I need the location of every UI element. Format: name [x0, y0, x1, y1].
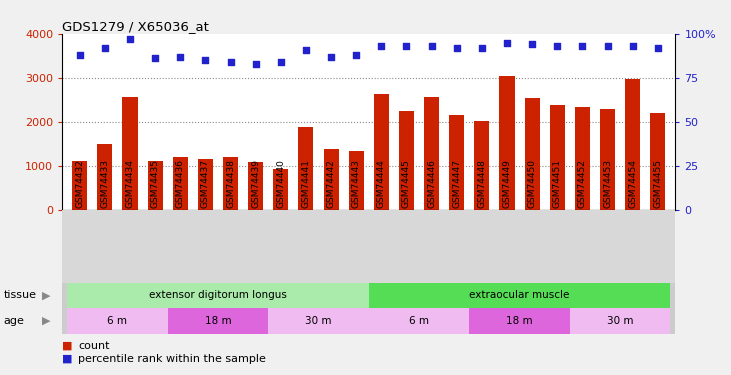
Point — [376, 43, 387, 49]
Point — [149, 56, 161, 62]
Point — [74, 52, 86, 58]
Bar — [369, 283, 670, 308]
Bar — [324, 149, 338, 210]
Point — [526, 41, 538, 47]
Point — [401, 43, 412, 49]
Point — [175, 54, 186, 60]
Point — [602, 43, 613, 49]
Text: tissue: tissue — [4, 291, 37, 300]
Bar — [198, 159, 213, 210]
Text: percentile rank within the sample: percentile rank within the sample — [78, 354, 266, 364]
Text: ■: ■ — [62, 340, 72, 351]
Text: extensor digitorum longus: extensor digitorum longus — [149, 291, 287, 300]
Text: extraocular muscle: extraocular muscle — [469, 291, 569, 300]
Bar — [525, 98, 539, 210]
Bar — [374, 93, 389, 210]
Point — [476, 45, 488, 51]
Text: 18 m: 18 m — [507, 316, 533, 326]
Bar — [349, 151, 364, 210]
Bar — [67, 283, 369, 308]
Bar — [67, 308, 167, 334]
Text: 30 m: 30 m — [607, 316, 633, 326]
Bar — [97, 144, 113, 210]
Bar — [651, 113, 665, 210]
Point — [224, 59, 236, 65]
Bar — [173, 157, 188, 210]
Point — [577, 43, 588, 49]
Point — [200, 57, 211, 63]
Point — [501, 39, 513, 45]
Bar — [424, 97, 439, 210]
Point — [551, 43, 563, 49]
Bar — [273, 169, 288, 210]
Bar — [575, 107, 590, 210]
Point — [350, 52, 362, 58]
Point — [451, 45, 463, 51]
Bar — [600, 110, 615, 210]
Point — [425, 43, 437, 49]
Bar — [123, 97, 137, 210]
Point — [275, 59, 287, 65]
Text: 30 m: 30 m — [306, 316, 332, 326]
Bar — [550, 105, 565, 210]
Text: ▶: ▶ — [42, 291, 51, 300]
Bar — [625, 80, 640, 210]
Bar — [499, 76, 515, 210]
Text: GDS1279 / X65036_at: GDS1279 / X65036_at — [62, 20, 209, 33]
Bar — [369, 308, 469, 334]
Point — [652, 45, 664, 51]
Bar — [167, 308, 268, 334]
Point — [300, 46, 312, 53]
Point — [627, 43, 639, 49]
Bar — [72, 161, 87, 210]
Point — [124, 36, 136, 42]
Bar — [248, 162, 263, 210]
Bar — [474, 121, 490, 210]
Point — [250, 61, 262, 67]
Text: ▶: ▶ — [42, 316, 51, 326]
Bar — [399, 111, 414, 210]
Point — [325, 54, 337, 60]
Text: 6 m: 6 m — [409, 316, 429, 326]
Bar — [450, 115, 464, 210]
Bar — [570, 308, 670, 334]
Text: age: age — [4, 316, 25, 326]
Bar — [148, 161, 163, 210]
Text: ■: ■ — [62, 354, 72, 364]
Text: 6 m: 6 m — [107, 316, 127, 326]
Text: count: count — [78, 340, 110, 351]
Bar — [223, 157, 238, 210]
Bar — [268, 308, 369, 334]
Bar — [298, 127, 314, 210]
Text: 18 m: 18 m — [205, 316, 231, 326]
Point — [99, 45, 110, 51]
Bar — [469, 308, 570, 334]
